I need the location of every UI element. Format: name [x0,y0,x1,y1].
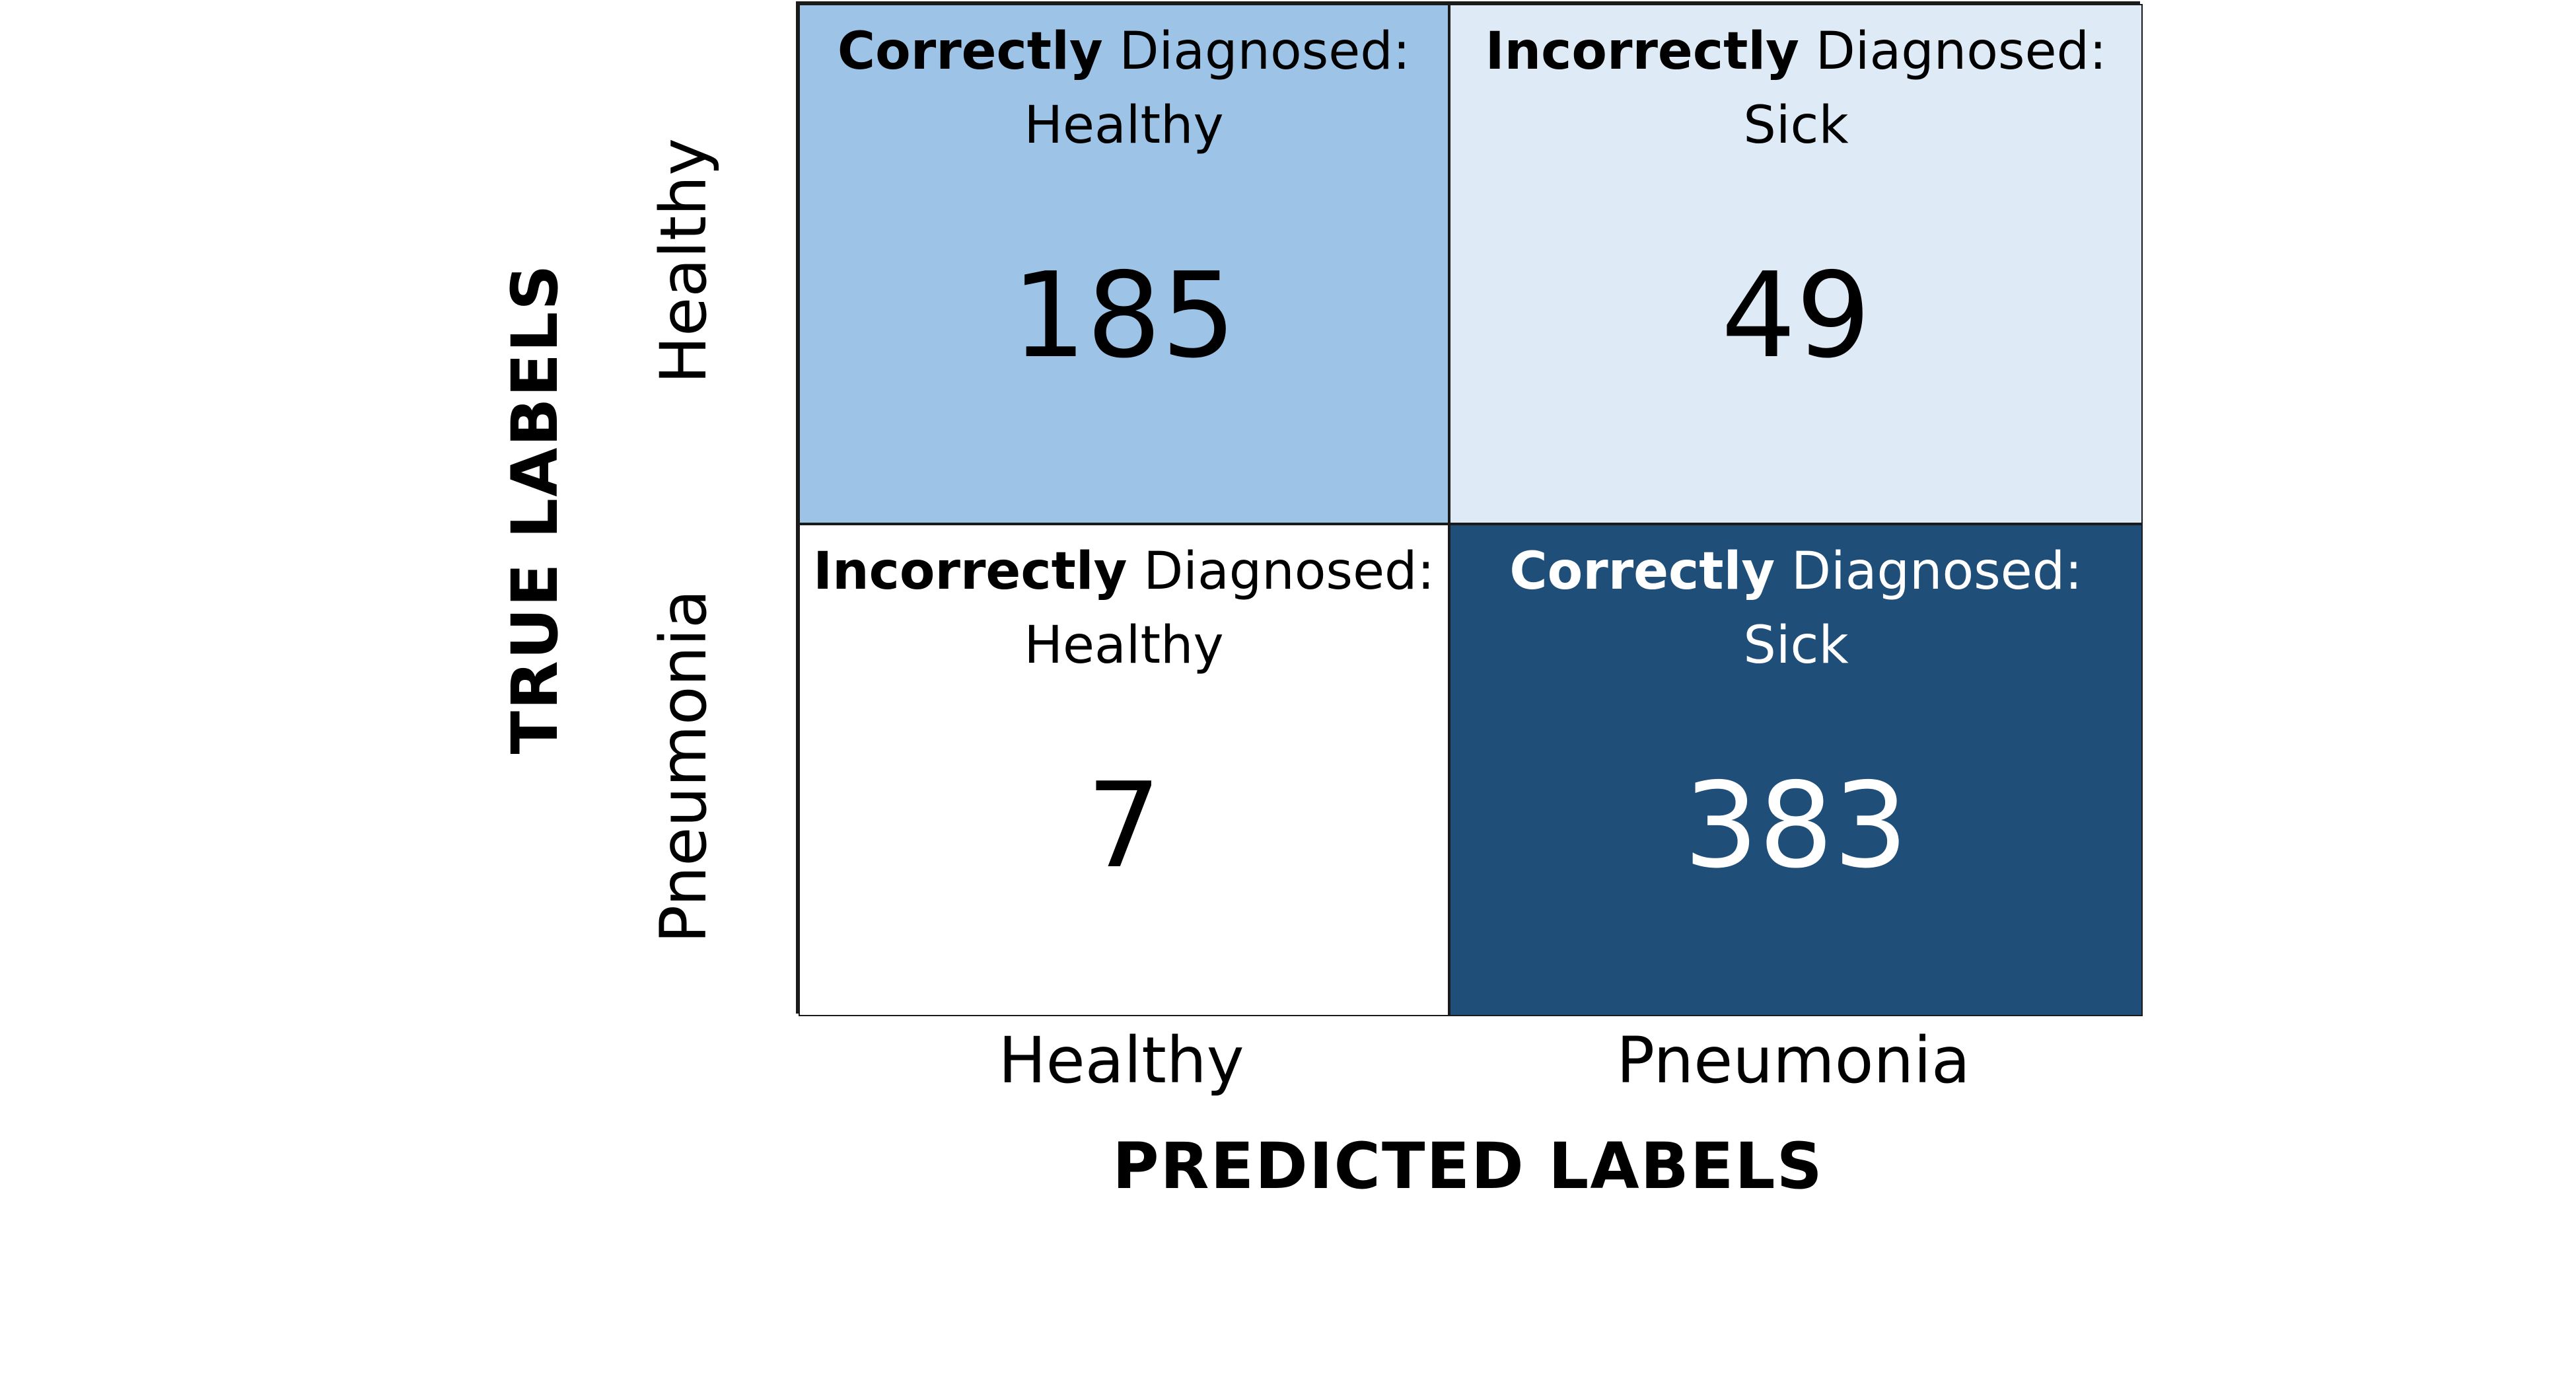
caption-bold: Correctly [1509,542,1775,601]
caption-bold: Incorrectly [1485,22,1799,81]
cell-true-pneumonia-pred-pneumonia: Correctly Diagnosed: Sick 383 [1449,524,2143,1016]
caption-rest: Diagnosed: [1127,542,1435,601]
caption-line2: Sick [1743,96,1849,155]
y-tick-label-healthy: Healthy [647,137,721,385]
cell-caption: Correctly Diagnosed: Sick [1450,535,2141,683]
caption-rest: Diagnosed: [1799,22,2107,81]
caption-line2: Sick [1743,616,1849,675]
caption-line2: Healthy [1024,96,1224,155]
cell-value: 185 [1011,247,1236,384]
cell-true-healthy-pred-healthy: Correctly Diagnosed: Healthy 185 [799,4,1449,524]
caption-rest: Diagnosed: [1102,22,1411,81]
caption-bold: Correctly [837,22,1103,81]
cell-value: 383 [1684,757,1908,894]
cell-value: 7 [1086,757,1162,894]
x-tick-label-healthy: Healthy [998,1023,1244,1097]
cell-value: 49 [1721,247,1871,384]
caption-line2: Healthy [1024,616,1224,675]
cell-caption: Incorrectly Diagnosed: Healthy [800,535,1448,683]
cell-true-pneumonia-pred-healthy: Incorrectly Diagnosed: Healthy 7 [799,524,1449,1016]
y-axis-title: TRUE LABELS [498,263,572,755]
matrix-grid: Correctly Diagnosed: Healthy 185 Incorre… [796,1,2143,1016]
caption-rest: Diagnosed: [1775,542,2083,601]
x-tick-label-pneumonia: Pneumonia [1616,1023,1970,1097]
caption-bold: Incorrectly [813,542,1127,601]
y-tick-label-pneumonia: Pneumonia [647,589,721,944]
cell-true-healthy-pred-pneumonia: Incorrectly Diagnosed: Sick 49 [1449,4,2143,524]
cell-caption: Incorrectly Diagnosed: Sick [1450,15,2141,163]
cell-caption: Correctly Diagnosed: Healthy [800,15,1448,163]
x-axis-title: PREDICTED LABELS [1112,1129,1824,1203]
